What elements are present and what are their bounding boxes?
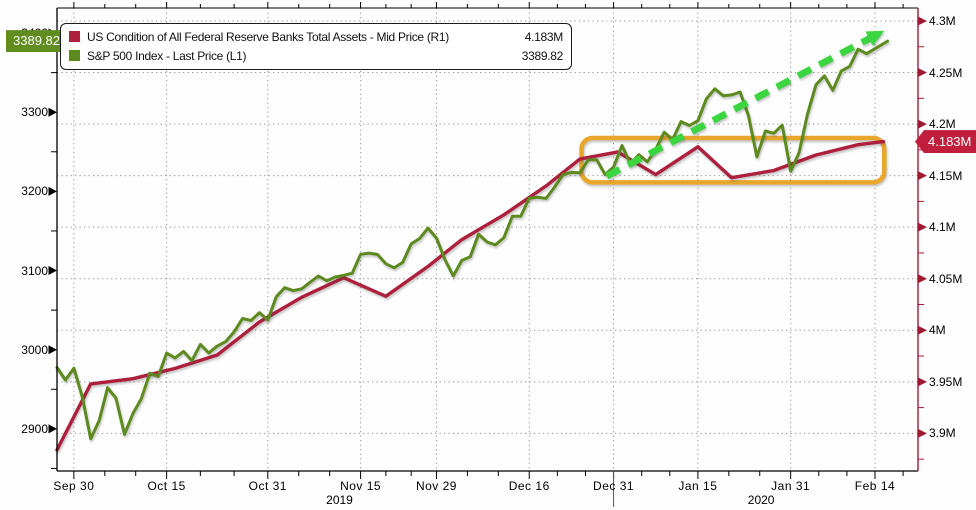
left-axis-tick-label: 3100 <box>21 263 48 278</box>
fed-last-price-tag: 4.183M <box>915 130 976 154</box>
left-axis-tick-label: 3300 <box>21 105 48 120</box>
right-axis-tick-label: 4.15M <box>929 168 963 183</box>
x-axis-tick-label: Sep 30 <box>53 479 95 493</box>
fed-series-value: 4.183M <box>524 29 564 44</box>
right-axis-tick-label: 4.1M <box>929 220 956 235</box>
right-axis-tick-label: 4.05M <box>929 271 963 286</box>
legend-row-fed[interactable]: US Condition of All Federal Reserve Bank… <box>69 27 563 46</box>
right-tick-arrow <box>918 171 927 181</box>
x-axis-tick-label: Dec 31 <box>593 479 635 493</box>
left-tick-arrow <box>48 424 57 434</box>
fed-series-swatch <box>69 31 80 42</box>
x-axis-tick-label: Nov 29 <box>415 479 457 493</box>
trend-arrow-head <box>865 30 885 46</box>
right-axis-tick-label: 4.3M <box>929 13 956 28</box>
right-tick-arrow <box>918 274 927 284</box>
sp500-series-swatch <box>69 50 80 61</box>
trend-arrow-line <box>605 35 871 180</box>
left-tick-arrow <box>48 266 57 276</box>
legend: US Condition of All Federal Reserve Bank… <box>60 23 572 70</box>
x-axis-year-label: 2020 <box>747 493 775 507</box>
right-tick-arrow <box>918 16 927 26</box>
right-tick-arrow <box>918 222 927 232</box>
left-tick-arrow <box>48 186 57 196</box>
x-axis-year-label: 2019 <box>326 493 353 507</box>
x-axis-tick-label: Jan 15 <box>678 479 718 493</box>
right-axis-tick-label: 4.2M <box>929 117 956 132</box>
legend-row-sp500[interactable]: S&P 500 Index - Last Price (L1) 3389.82 <box>69 46 563 65</box>
left-tick-arrow <box>48 107 57 117</box>
right-axis-tick-label: 4.25M <box>929 65 963 80</box>
right-axis-tick-label: 3.9M <box>929 426 956 441</box>
series-line-fed <box>55 139 886 452</box>
right-tick-arrow <box>918 119 927 129</box>
x-axis-tick-label: Jan 31 <box>771 479 811 493</box>
sp500-series-label: S&P 500 Index - Last Price (L1) <box>87 48 247 63</box>
left-tick-arrow <box>48 345 57 355</box>
right-tick-arrow <box>918 377 927 387</box>
x-axis-tick-label: Feb 14 <box>854 479 896 493</box>
right-axis-tick-label: 3.95M <box>929 374 963 389</box>
right-tick-arrow <box>918 325 927 335</box>
right-tick-arrow <box>918 68 927 78</box>
fed-series-label: US Condition of All Federal Reserve Bank… <box>87 29 449 44</box>
series-line-sp500 <box>55 39 890 441</box>
x-axis-tick-label: Oct 31 <box>248 479 287 493</box>
left-axis-tick-label: 3000 <box>21 342 48 357</box>
right-tick-arrow <box>918 428 927 438</box>
left-axis-tick-label: 3200 <box>21 184 48 199</box>
left-axis-tick-label: 2900 <box>21 421 48 436</box>
right-axis-tick-label: 4M <box>929 323 946 338</box>
x-axis-tick-label: Dec 16 <box>508 479 550 493</box>
sp500-series-value: 3389.82 <box>521 48 564 63</box>
x-axis-tick-label: Nov 15 <box>340 479 382 493</box>
x-axis-tick-label: Oct 15 <box>147 479 186 493</box>
